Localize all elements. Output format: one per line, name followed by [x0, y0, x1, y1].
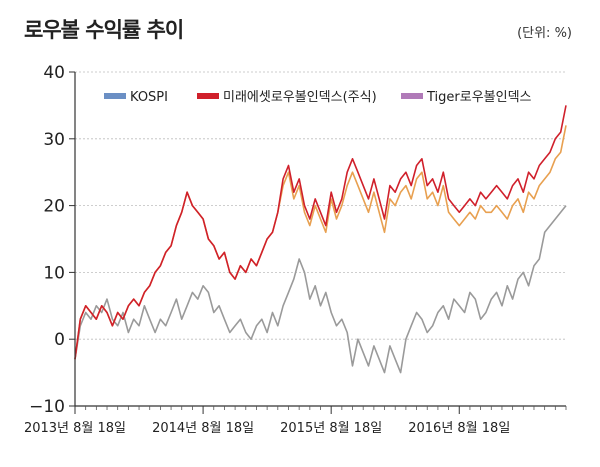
x-tick-label: 2015년 8월 18일	[280, 421, 382, 436]
legend-swatch	[104, 93, 126, 99]
y-axis: −10 0 10 20 30 40	[29, 63, 76, 417]
unit-label: (단위: %)	[517, 26, 572, 41]
series-line-2	[74, 125, 567, 360]
x-tick-label: 2016년 8월 18일	[408, 421, 510, 436]
y-tick-label: 10	[43, 263, 65, 283]
y-tick-label: 0	[54, 330, 65, 350]
y-tick-label: 30	[43, 130, 65, 150]
legend-swatch	[197, 93, 219, 99]
x-tick-label: 2014년 8월 18일	[152, 421, 254, 436]
x-axis: 2013년 8월 18일 2014년 8월 18일 2015년 8월 18일 2016…	[24, 405, 567, 436]
y-tick-label: 20	[43, 197, 65, 217]
legend: KOSPI 미래에셋로우볼인덱스(주식) Tiger로우볼인덱스	[104, 90, 532, 105]
x-tick-label: 2013년 8월 18일	[24, 421, 126, 436]
legend-swatch	[401, 93, 423, 99]
page-title: 로우볼 수익률 추이	[24, 18, 184, 42]
series-line-1	[74, 105, 567, 360]
series-line-0	[74, 205, 567, 374]
legend-label: KOSPI	[130, 90, 168, 105]
y-tick-label: 40	[43, 63, 65, 83]
plot-area	[74, 105, 567, 374]
y-tick-label: −10	[29, 397, 65, 417]
gridlines	[75, 71, 566, 340]
legend-label: Tiger로우볼인덱스	[426, 90, 532, 105]
legend-label: 미래에셋로우볼인덱스(주식)	[223, 90, 377, 105]
